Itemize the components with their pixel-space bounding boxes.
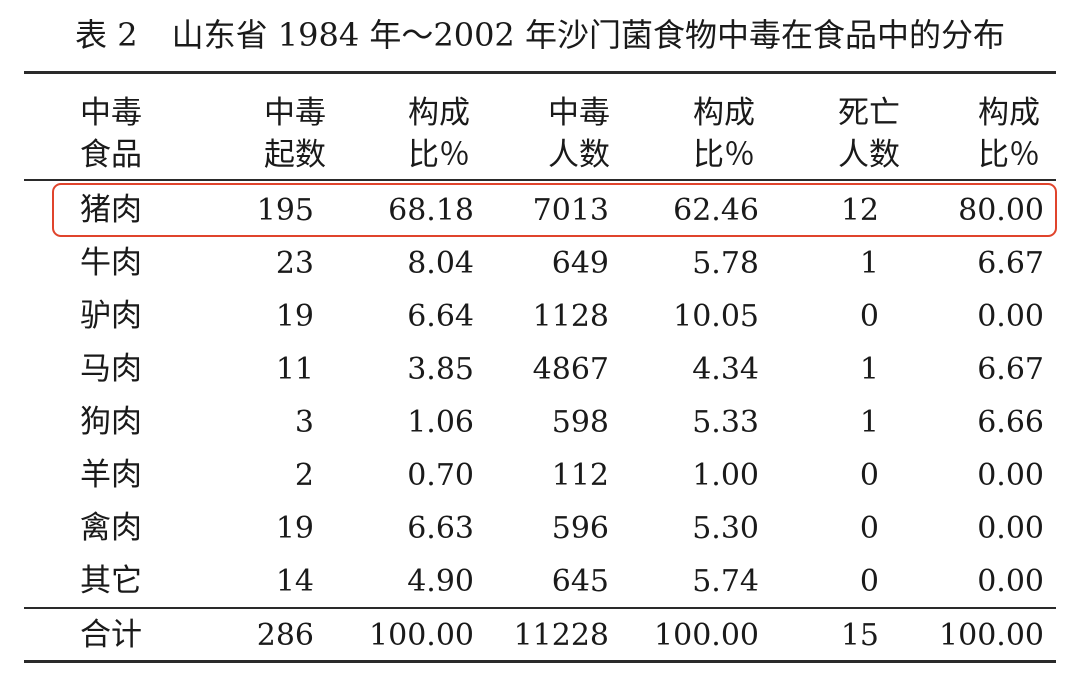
death-percent-cell: 0.00	[977, 458, 1044, 493]
top-rule	[24, 71, 1056, 74]
outbreak-count-cell: 14	[275, 564, 314, 599]
case-percent-cell: 5.74	[692, 564, 759, 599]
outbreak-percent-cell: 8.04	[407, 246, 474, 281]
case-count-cell: 7013	[532, 193, 609, 228]
food-cell: 羊肉	[80, 457, 142, 493]
outbreak-percent-cell: 0.70	[407, 458, 474, 493]
table-row: 其它 14 4.90 645 5.74 0 0.00	[24, 555, 1056, 608]
case-percent-cell: 5.33	[692, 405, 759, 440]
case-percent-cell: 1.00	[692, 458, 759, 493]
death-count-cell: 0	[859, 299, 879, 334]
death-count-cell: 0	[859, 511, 879, 546]
death-percent-cell: 6.67	[977, 352, 1044, 387]
header-death-count: 死亡 人数	[838, 95, 900, 173]
food-cell: 猪肉	[80, 192, 142, 228]
header-food: 中毒 食品	[80, 95, 142, 173]
outbreak-percent-cell: 6.63	[407, 511, 474, 546]
death-count-cell: 12	[840, 193, 879, 228]
table-title: 山东省 1984 年～2002 年沙门菌食物中毒在食品中的分布	[171, 16, 1005, 54]
case-count-cell: 645	[551, 564, 609, 599]
case-percent-cell: 62.46	[673, 193, 759, 228]
total-death-count: 15	[840, 618, 879, 653]
death-count-cell: 0	[859, 564, 879, 599]
total-outbreak-count: 286	[256, 618, 314, 653]
outbreak-count-cell: 19	[275, 299, 314, 334]
food-cell: 驴肉	[80, 298, 142, 334]
header-outbreak-count: 中毒 起数	[264, 95, 326, 173]
table-caption: 表 2 山东省 1984 年～2002 年沙门菌食物中毒在食品中的分布	[0, 10, 1080, 60]
death-percent-cell: 0.00	[977, 564, 1044, 599]
total-label: 合计	[80, 617, 142, 653]
case-percent-cell: 4.34	[692, 352, 759, 387]
outbreak-count-cell: 11	[275, 352, 314, 387]
outbreak-percent-cell: 68.18	[388, 193, 474, 228]
outbreak-count-cell: 3	[294, 405, 314, 440]
case-count-cell: 596	[551, 511, 609, 546]
case-count-cell: 649	[551, 246, 609, 281]
total-outbreak-percent: 100.00	[369, 618, 474, 653]
table-row: 马肉 11 3.85 4867 4.34 1 6.67	[24, 343, 1056, 396]
outbreak-count-cell: 23	[275, 246, 314, 281]
case-count-cell: 4867	[532, 352, 609, 387]
death-count-cell: 1	[859, 352, 879, 387]
bottom-rule	[24, 660, 1056, 663]
food-cell: 牛肉	[80, 245, 142, 281]
header-case-percent: 构成 比％	[693, 95, 755, 173]
total-case-percent: 100.00	[654, 618, 759, 653]
table-row: 羊肉 2 0.70 112 1.00 0 0.00	[24, 449, 1056, 502]
outbreak-count-cell: 2	[294, 458, 314, 493]
food-cell: 狗肉	[80, 404, 142, 440]
header-rule	[24, 179, 1056, 181]
table-row: 牛肉 23 8.04 649 5.78 1 6.67	[24, 237, 1056, 290]
death-percent-cell: 0.00	[977, 299, 1044, 334]
table-row: 驴肉 19 6.64 1128 10.05 0 0.00	[24, 290, 1056, 343]
table-number: 表 2	[75, 16, 138, 54]
total-row: 合计 286 100.00 11228 100.00 15 100.00	[24, 609, 1056, 662]
food-cell: 禽肉	[80, 510, 142, 546]
header-case-count: 中毒 人数	[548, 95, 610, 173]
outbreak-percent-cell: 6.64	[407, 299, 474, 334]
outbreak-percent-cell: 3.85	[407, 352, 474, 387]
outbreak-count-cell: 195	[256, 193, 314, 228]
total-death-percent: 100.00	[939, 618, 1044, 653]
case-percent-cell: 5.78	[692, 246, 759, 281]
food-cell: 其它	[80, 563, 142, 599]
death-count-cell: 0	[859, 458, 879, 493]
header-outbreak-percent: 构成 比％	[408, 95, 470, 173]
case-count-cell: 1128	[532, 299, 609, 334]
outbreak-percent-cell: 1.06	[407, 405, 474, 440]
table-row: 猪肉 195 68.18 7013 62.46 12 80.00	[24, 184, 1056, 237]
highlight-box	[52, 183, 1057, 237]
death-count-cell: 1	[859, 405, 879, 440]
table-row: 狗肉 3 1.06 598 5.33 1 6.66	[24, 396, 1056, 449]
death-percent-cell: 0.00	[977, 511, 1044, 546]
header-death-percent: 构成 比％	[978, 95, 1040, 173]
total-rule	[24, 607, 1056, 609]
death-percent-cell: 80.00	[958, 193, 1044, 228]
total-case-count: 11228	[513, 618, 609, 653]
death-percent-cell: 6.66	[977, 405, 1044, 440]
table-row: 禽肉 19 6.63 596 5.30 0 0.00	[24, 502, 1056, 555]
case-percent-cell: 5.30	[692, 511, 759, 546]
outbreak-percent-cell: 4.90	[407, 564, 474, 599]
case-percent-cell: 10.05	[673, 299, 759, 334]
case-count-cell: 112	[551, 458, 609, 493]
death-percent-cell: 6.67	[977, 246, 1044, 281]
case-count-cell: 598	[551, 405, 609, 440]
outbreak-count-cell: 19	[275, 511, 314, 546]
food-cell: 马肉	[80, 351, 142, 387]
death-count-cell: 1	[859, 246, 879, 281]
